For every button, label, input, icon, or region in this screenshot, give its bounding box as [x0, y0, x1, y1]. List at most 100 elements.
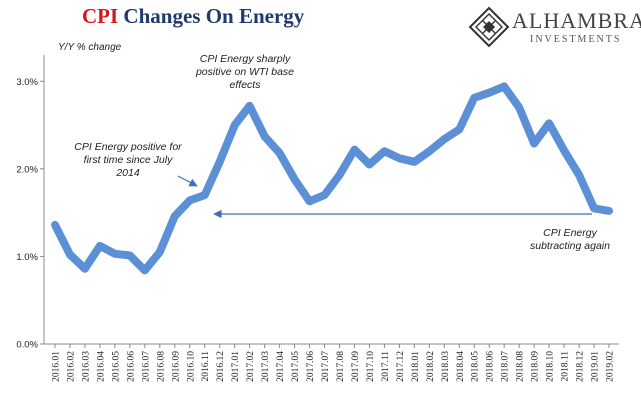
- x-tick-label: 2017.08: [336, 351, 346, 382]
- annotation-text: effects: [230, 79, 262, 91]
- x-tick-label: 2018.11: [561, 351, 571, 382]
- title-rest: Changes On Energy: [118, 4, 305, 28]
- data-point: [443, 138, 445, 140]
- y-tick-label: 2.0%: [16, 164, 38, 175]
- data-point: [278, 152, 281, 154]
- y-tick-label: 3.0%: [16, 77, 38, 88]
- data-point: [99, 245, 101, 247]
- annotation-text: CPI Energy sharply: [200, 53, 291, 65]
- x-tick-label: 2017.12: [396, 351, 406, 382]
- x-tick-label: 2016.08: [156, 351, 166, 382]
- data-point: [189, 199, 191, 201]
- x-tick-label: 2018.06: [486, 351, 496, 382]
- x-tick-label: 2018.07: [501, 351, 511, 382]
- x-tick-label: 2016.04: [96, 351, 106, 382]
- chart-title: CPI Changes On Energy: [82, 4, 304, 29]
- data-point: [383, 150, 386, 152]
- x-tick-label: 2016.12: [216, 351, 226, 382]
- y-ticks: 0.0% 1.0% 2.0% 3.0%: [16, 77, 44, 351]
- data-point: [503, 85, 505, 88]
- x-tick-label: 2019.01: [591, 351, 601, 382]
- data-point: [129, 254, 131, 257]
- data-point: [69, 254, 71, 256]
- data-point: [593, 207, 595, 209]
- data-point: [428, 150, 430, 152]
- data-point: [114, 253, 116, 255]
- x-tick-label: 2017.09: [351, 351, 361, 382]
- alhambra-logo: ALHAMBRA INVESTMENTS: [468, 6, 641, 48]
- x-ticks: 2016.01 2016.02 2016.03 2016.04 2016.05 2016.…: [52, 344, 616, 382]
- data-point: [323, 194, 326, 196]
- x-tick-label: 2019.02: [606, 351, 616, 382]
- data-point: [54, 224, 56, 226]
- x-tick-label: 2018.01: [411, 351, 421, 382]
- logo-subtitle: INVESTMENTS: [530, 34, 622, 45]
- x-tick-label: 2017.04: [276, 351, 286, 382]
- annotation-arrow: [177, 175, 198, 187]
- x-tick-label: 2018.02: [426, 351, 436, 382]
- x-tick-label: 2017.11: [381, 351, 391, 382]
- data-point: [413, 161, 415, 163]
- data-point: [533, 142, 535, 145]
- x-tick-label: 2017.06: [306, 351, 316, 382]
- data-point: [219, 161, 221, 163]
- x-tick-label: 2018.08: [516, 351, 526, 382]
- annotation-text: first time since July: [84, 154, 173, 166]
- x-tick-label: 2018.03: [441, 351, 451, 382]
- x-tick-label: 2018.05: [471, 351, 481, 382]
- x-tick-label: 2016.05: [111, 351, 121, 382]
- data-point: [353, 148, 356, 151]
- data-point: [368, 163, 371, 166]
- series-line: [51, 82, 613, 275]
- x-tick-label: 2016.10: [186, 351, 196, 382]
- x-tick-label: 2017.10: [366, 351, 376, 382]
- data-point: [264, 135, 266, 138]
- data-point: [144, 269, 146, 272]
- data-point: [488, 92, 490, 94]
- x-tick-label: 2018.10: [546, 351, 556, 382]
- x-tick-label: 2016.09: [171, 351, 181, 382]
- y-tick-label: 1.0%: [16, 252, 38, 263]
- x-tick-label: 2017.03: [261, 351, 271, 382]
- x-tick-label: 2016.07: [141, 351, 151, 382]
- series-layer: [51, 82, 613, 275]
- data-point: [563, 149, 565, 152]
- data-point: [608, 210, 610, 212]
- data-point: [159, 251, 161, 253]
- data-point: [204, 194, 206, 196]
- logo-name: ALHAMBRA: [512, 8, 641, 33]
- data-point: [398, 157, 400, 159]
- data-point: [473, 97, 475, 99]
- data-point: [338, 174, 341, 176]
- data-point: [84, 268, 86, 270]
- data-point: [234, 124, 236, 126]
- x-tick-label: 2016.02: [66, 351, 76, 382]
- data-point: [518, 106, 520, 109]
- data-point: [174, 215, 176, 217]
- diamond-lattice-icon: [468, 6, 510, 48]
- data-point: [249, 105, 251, 107]
- x-tick-label: 2016.11: [201, 351, 211, 382]
- title-accent: CPI: [82, 4, 119, 28]
- data-point: [578, 174, 580, 176]
- annotation-text: positive on WTI base: [195, 66, 294, 78]
- x-tick-label: 2017.01: [231, 351, 241, 382]
- x-tick-label: 2016.06: [126, 351, 136, 382]
- annotation-text: subtracting again: [530, 240, 610, 252]
- annotation-text: CPI Energy: [543, 227, 597, 239]
- data-point: [458, 128, 460, 131]
- x-tick-label: 2017.05: [291, 351, 301, 382]
- data-point: [548, 122, 550, 124]
- x-tick-label: 2016.01: [52, 351, 62, 382]
- x-tick-label: 2016.03: [81, 351, 91, 382]
- data-point: [308, 200, 311, 202]
- y-tick-label: 0.0%: [16, 340, 38, 351]
- annotation-text: 2014: [115, 167, 140, 179]
- x-tick-label: 2018.09: [531, 351, 541, 382]
- axes: [43, 55, 619, 345]
- data-point: [293, 178, 296, 180]
- x-tick-label: 2017.02: [246, 351, 256, 382]
